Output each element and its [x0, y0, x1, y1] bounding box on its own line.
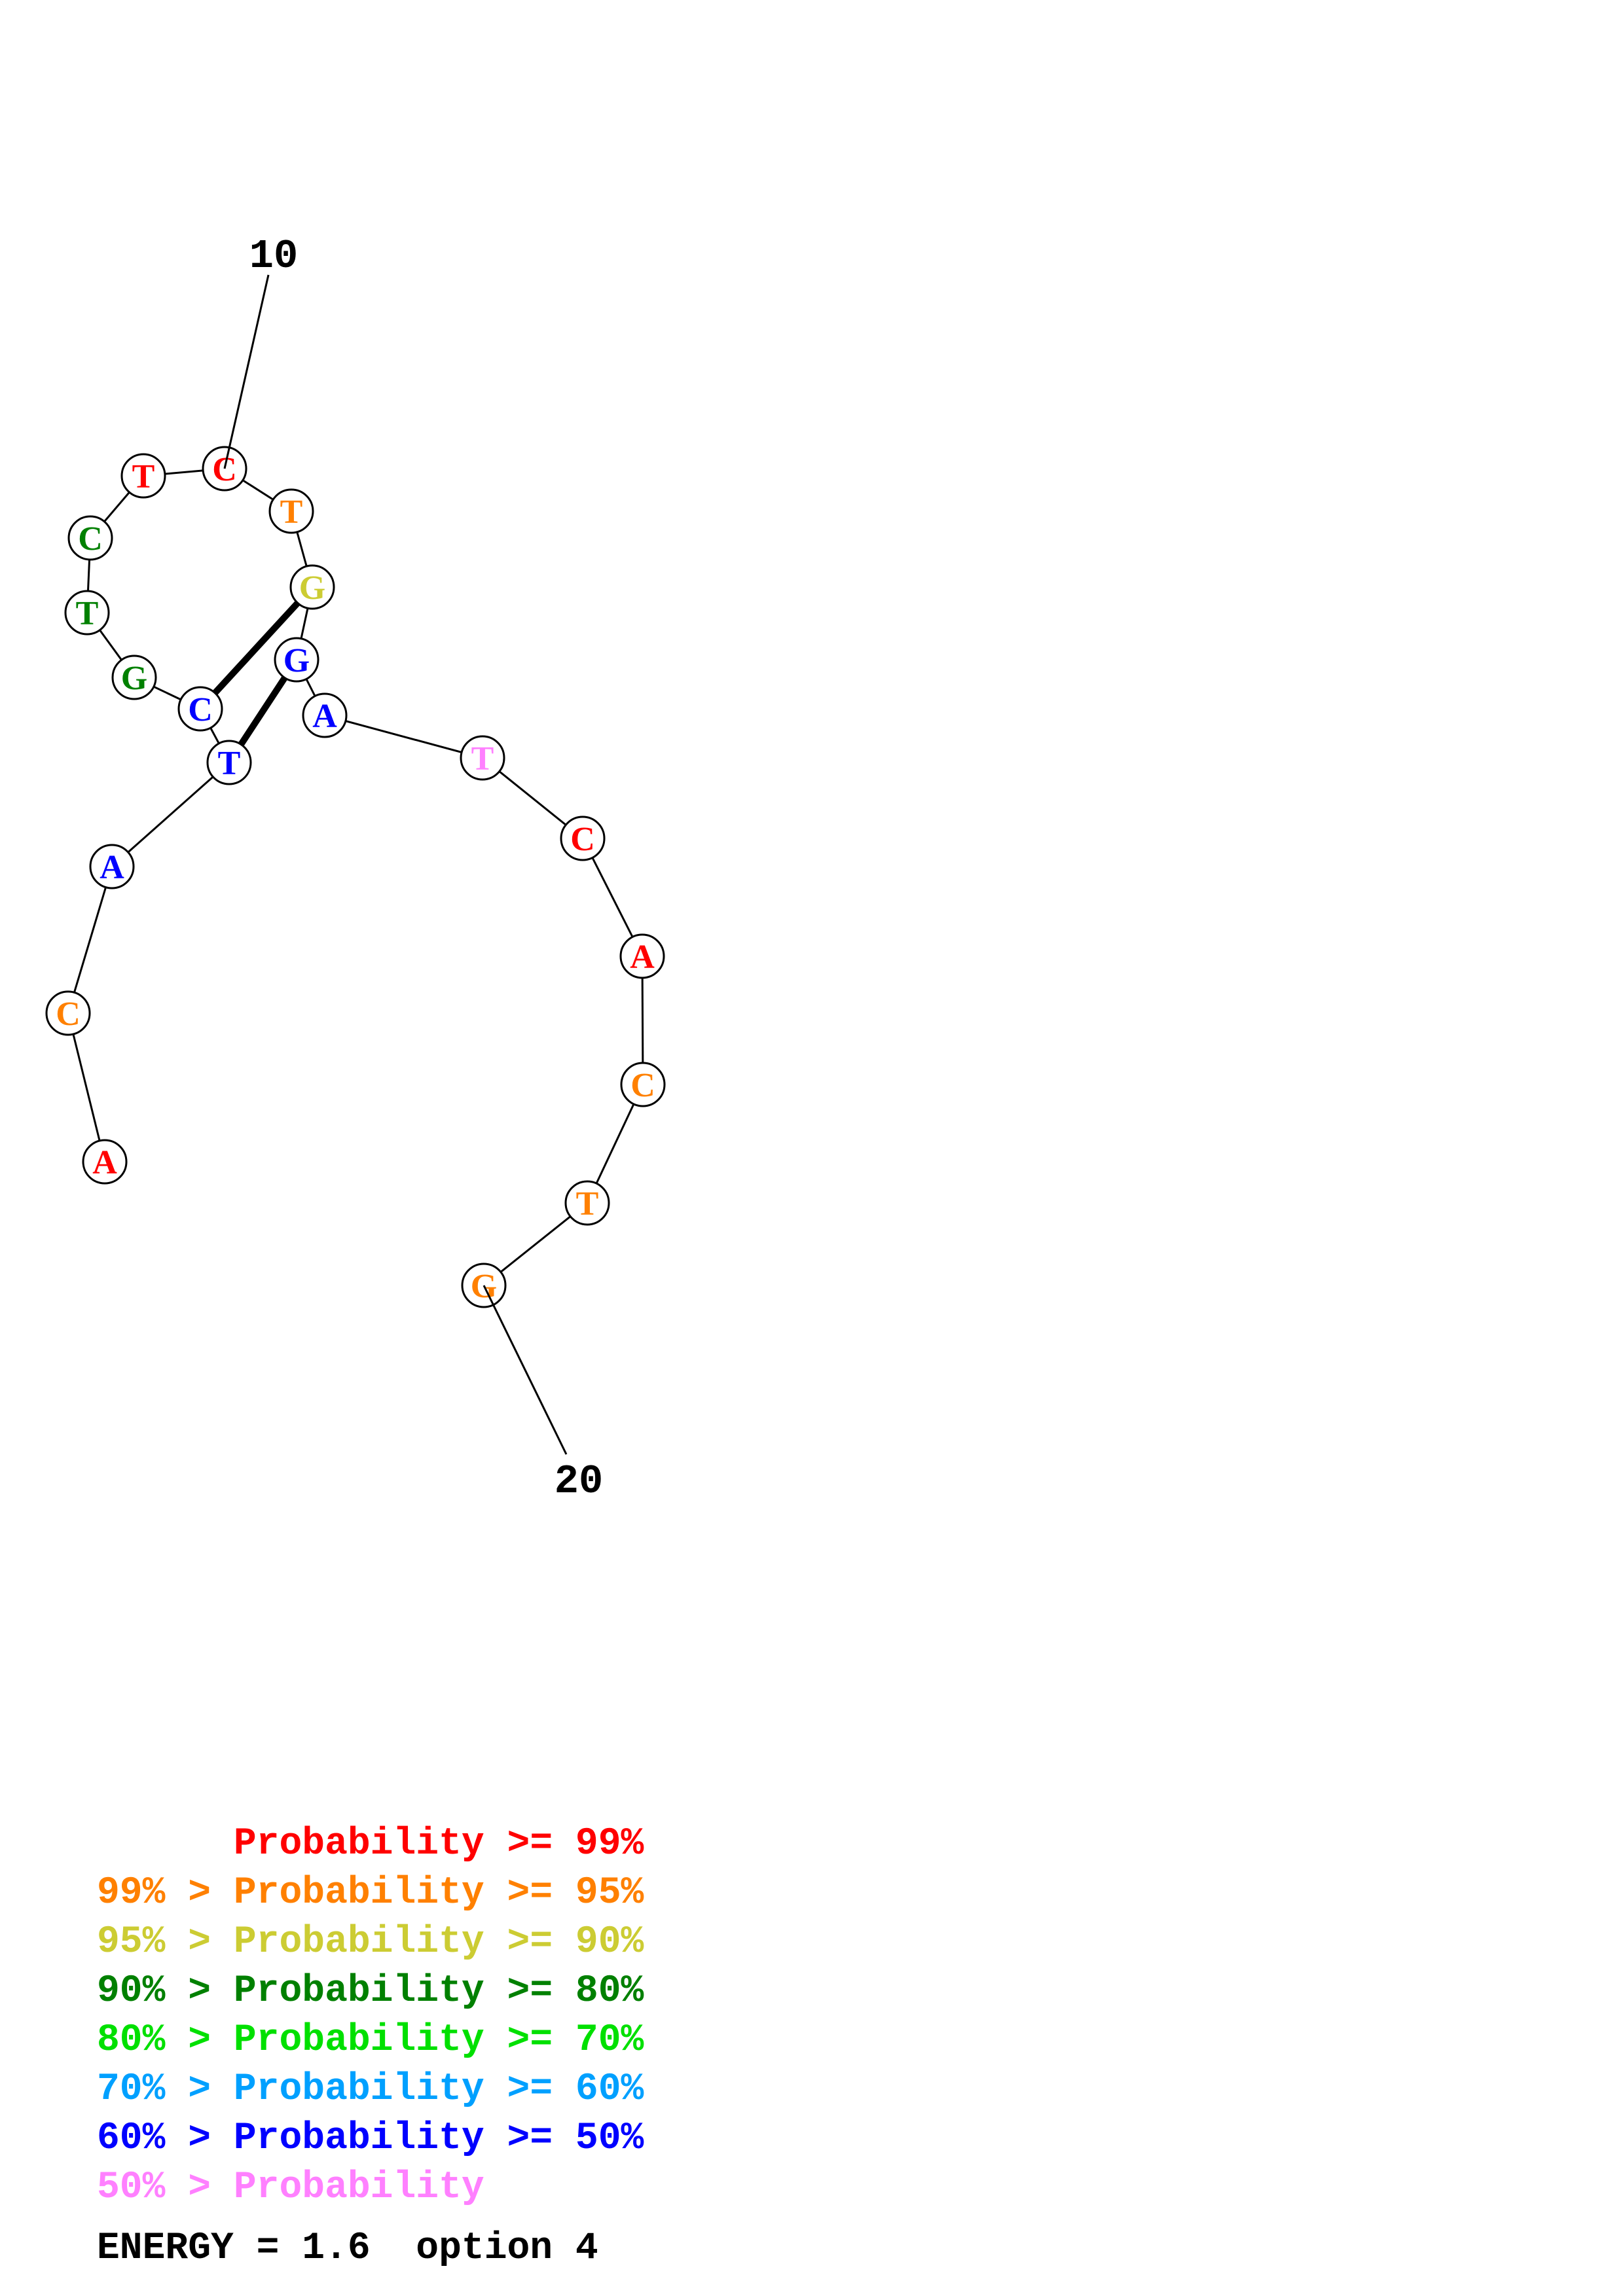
legend-label: Probability >= 60%: [233, 2068, 644, 2111]
nucleotide: C: [560, 816, 606, 861]
nucleotide-letter: A: [92, 1144, 117, 1181]
legend-prefix: 80% >: [97, 2019, 234, 2062]
nucleotide-circle: [460, 735, 505, 781]
legend-row: 95% > Probability >= 90%: [97, 1918, 644, 1967]
nucleotide: T: [206, 740, 252, 785]
legend-label: Probability >= 50%: [233, 2117, 644, 2160]
nucleotide: A: [302, 692, 348, 738]
nucleotide-circle: [564, 1180, 610, 1226]
legend-prefix: 60% >: [97, 2117, 234, 2160]
nucleotide-letter: C: [630, 1067, 655, 1104]
backbone-segment: [324, 714, 483, 759]
nucleotide-circle: [274, 637, 319, 683]
legend-label: Probability >= 70%: [233, 2019, 644, 2062]
legend-label: Probability >= 95%: [233, 1872, 644, 1914]
legend-prefix: [97, 1823, 234, 1865]
nucleotide: A: [82, 1139, 128, 1185]
nucleotide-letter: C: [56, 996, 81, 1033]
nucleotide-circle: [206, 740, 252, 785]
nucleotide-circle: [289, 564, 335, 610]
nucleotide-circle: [89, 844, 135, 889]
nucleotide: A: [89, 844, 135, 889]
legend-label: Probability >= 80%: [233, 1970, 644, 2013]
nucleotide: C: [67, 515, 113, 561]
nucleotide-circle: [82, 1139, 128, 1185]
label-10: 10: [249, 233, 298, 279]
nucleotide-letter: G: [299, 569, 325, 607]
backbone: [67, 467, 644, 1287]
nucleotide: G: [274, 637, 319, 683]
nucleotide-letter: T: [218, 745, 241, 782]
nucleotide-circle: [177, 686, 223, 732]
nucleotide: T: [564, 1180, 610, 1226]
legend-row: 50% > Probability: [97, 2163, 484, 2212]
backbone-segment: [111, 761, 230, 868]
nucleotide: C: [177, 686, 223, 732]
nucleotide-letter: A: [630, 939, 655, 976]
legend-label: Probability >= 99%: [233, 1823, 644, 1865]
legend-row: 99% > Probability >= 95%: [97, 1869, 644, 1918]
nucleotide: T: [460, 735, 505, 781]
base-pair-bond: [198, 584, 315, 711]
nucleotide-circle: [619, 933, 665, 979]
legend-row: Probability >= 99%: [97, 1820, 644, 1869]
label-20: 20: [555, 1458, 603, 1505]
nucleotide-letter: T: [576, 1185, 599, 1223]
nucleotide-circle: [64, 590, 110, 636]
legend-label: Probability >= 90%: [233, 1921, 644, 1964]
legend-prefix: 70% >: [97, 2068, 234, 2111]
nucleotide-circle: [111, 655, 157, 700]
nucleotide-letter: T: [471, 740, 494, 778]
nucleotide-letter: A: [312, 698, 337, 735]
nucleotide-letter: T: [132, 458, 155, 495]
nucleotide-letter: C: [188, 691, 213, 728]
energy-text: ENERGY = 1.6 option 4: [97, 2227, 598, 2270]
nucleotide-circle: [45, 990, 91, 1036]
nucleotide: G: [289, 564, 335, 610]
nucleotide: G: [461, 1263, 507, 1308]
legend-row: 60% > Probability >= 50%: [97, 2114, 644, 2163]
nucleotide: T: [268, 488, 314, 534]
legend-row: 70% > Probability >= 60%: [97, 2065, 644, 2114]
label-10-leader: [223, 274, 270, 469]
nucleotide: A: [619, 933, 665, 979]
nucleotide-circle: [67, 515, 113, 561]
legend-row: 90% > Probability >= 80%: [97, 1967, 644, 2016]
label-20-leader: [483, 1285, 568, 1455]
nucleotide: G: [111, 655, 157, 700]
legend-prefix: 99% >: [97, 1872, 234, 1914]
backbone-segment: [67, 866, 113, 1014]
legend-prefix: 95% >: [97, 1921, 234, 1964]
backbone-segment: [67, 1013, 106, 1162]
nucleotide: T: [120, 453, 166, 499]
legend-row: 80% > Probability >= 70%: [97, 2016, 644, 2065]
legend-prefix: 90% >: [97, 1970, 234, 2013]
nucleotide: C: [620, 1062, 666, 1107]
nucleotide-letter: C: [570, 821, 595, 858]
nucleotide-circle: [268, 488, 314, 534]
nucleotide-circle: [620, 1062, 666, 1107]
nucleotide-letter: T: [280, 493, 303, 531]
nucleotide-letter: A: [100, 849, 124, 886]
nucleotide-letter: C: [212, 451, 237, 488]
legend-label: Probability: [233, 2166, 484, 2209]
nucleotide-letter: T: [76, 595, 99, 632]
nucleotide: C: [45, 990, 91, 1036]
nucleotide-circle: [302, 692, 348, 738]
nucleotide-letter: G: [283, 642, 310, 679]
nucleotide-letter: G: [121, 660, 147, 697]
nucleotide-circle: [120, 453, 166, 499]
legend-prefix: 50% >: [97, 2166, 234, 2209]
nucleotide-circle: [560, 816, 606, 861]
nucleotide-letter: C: [78, 520, 103, 558]
nucleotide: T: [64, 590, 110, 636]
position-labels: 10 20: [223, 233, 603, 1505]
